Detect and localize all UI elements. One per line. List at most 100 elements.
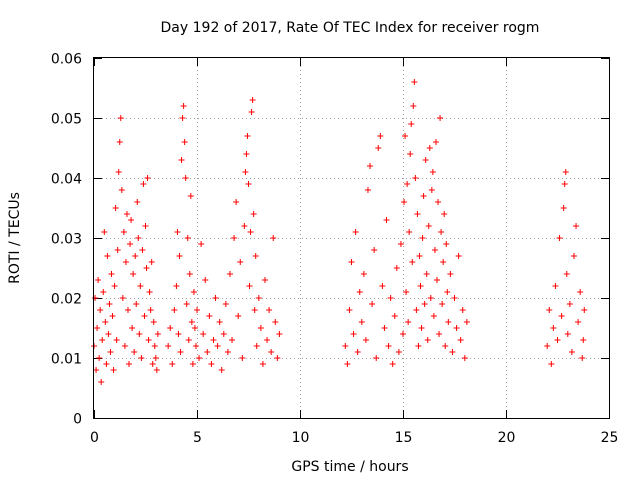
data-point [417,283,424,289]
data-point [451,295,458,301]
data-point [251,307,258,313]
data-point [373,355,380,361]
data-point [447,271,454,277]
data-point [148,259,155,265]
data-point [169,361,176,367]
data-point [424,337,431,343]
data-point [92,295,99,301]
data-point [109,313,116,319]
data-point [127,241,134,247]
data-point [367,163,374,169]
data-point [173,283,180,289]
data-point [239,355,246,361]
data-point [107,349,114,355]
data-point [241,223,248,229]
data-point [425,223,432,229]
data-point [237,259,244,265]
data-point [229,337,236,343]
data-point [244,133,251,139]
y-axis-ticks: 0 0.01 0.02 0.03 0.04 0.05 0.06 [51,52,609,428]
data-point [175,331,182,337]
data-point [344,361,351,367]
x-tick-label: 15 [395,430,413,446]
data-point [183,301,190,307]
y-tick-label: 0.05 [51,112,82,128]
data-point [562,169,569,175]
data-point [115,169,122,175]
data-point [150,319,157,325]
data-point [184,235,191,241]
data-point [224,349,231,355]
data-point [564,331,571,337]
data-point [249,97,256,103]
data-point [406,229,413,235]
data-point [364,187,371,193]
data-point [381,325,388,331]
data-point [581,307,588,313]
chart-title: Day 192 of 2017, Rate Of TEC Index for r… [161,20,540,36]
data-point [185,337,192,343]
data-point [116,139,123,145]
data-point [412,175,419,181]
data-point [416,253,423,259]
data-point [401,199,408,205]
data-point [270,235,277,241]
data-point [445,319,452,325]
data-point [548,361,555,367]
data-point [436,331,443,337]
data-point [108,271,115,277]
data-point [420,193,427,199]
data-point [407,151,414,157]
data-point [204,349,211,355]
data-point [418,325,425,331]
data-point [119,295,126,301]
data-point [560,205,567,211]
data-point [444,289,451,295]
data-point [455,253,462,259]
data-point [266,307,273,313]
data-point [212,295,219,301]
data-point [96,355,103,361]
data-point [350,331,357,337]
data-point [153,367,160,373]
data-point [358,319,365,325]
data-point [103,361,110,367]
data-point [274,355,281,361]
x-tick-label: 25 [601,430,619,446]
data-point [423,271,430,277]
data-point [226,271,233,277]
y-tick-label: 0.02 [51,292,82,308]
data-point [214,343,221,349]
data-point [114,247,121,253]
data-point [122,259,129,265]
data-point [253,343,260,349]
data-point [123,211,130,217]
data-point [403,289,410,295]
data-point [152,355,159,361]
data-point [391,313,398,319]
data-point [405,319,412,325]
data-point [411,79,418,85]
data-point [457,337,464,343]
data-point [419,235,426,241]
data-point [247,229,254,235]
data-point [134,199,141,205]
data-point [111,283,118,289]
data-point [383,217,390,223]
data-point [430,313,437,319]
data-point [181,139,188,145]
data-point [413,307,420,313]
data-point [379,283,386,289]
y-tick-label: 0.04 [51,172,82,188]
data-point [428,187,435,193]
data-point [248,109,255,115]
data-point [404,181,411,187]
data-point [346,307,353,313]
data-point [250,211,257,217]
data-point [117,115,124,121]
data-point [354,349,361,355]
data-point [558,313,565,319]
data-point [352,229,359,235]
data-point [432,139,439,145]
